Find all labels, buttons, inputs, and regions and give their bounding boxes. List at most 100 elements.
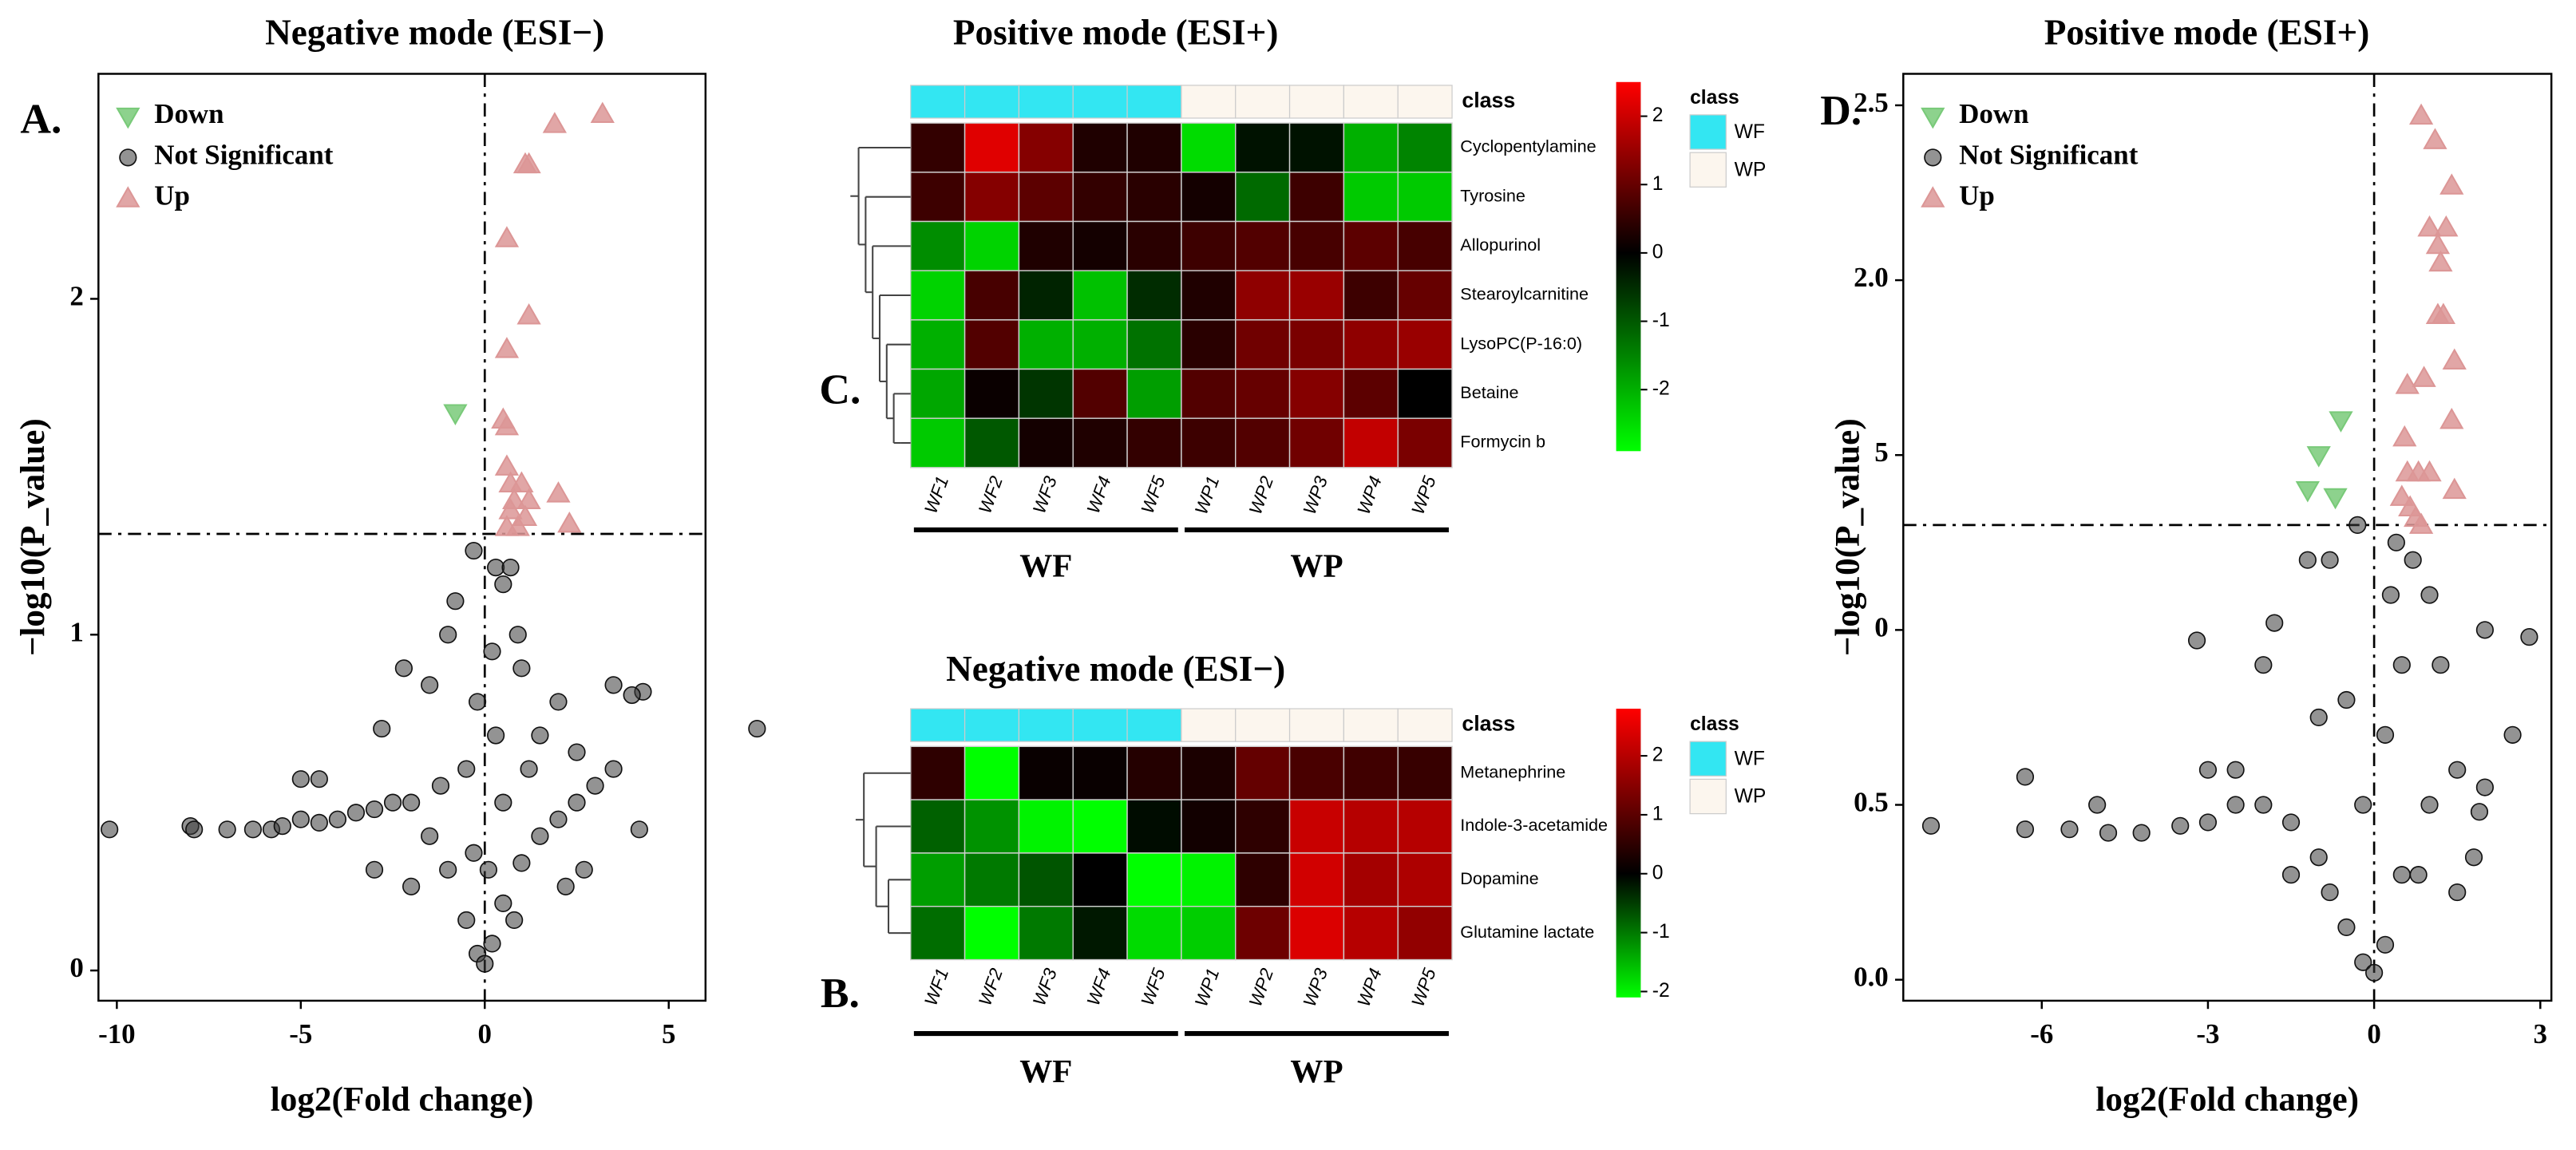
point <box>439 860 457 879</box>
class-legend-swatch <box>1689 778 1727 815</box>
heatmap-cell <box>1397 745 1453 800</box>
heatmap-cell <box>1018 319 1074 370</box>
class-cell <box>1126 708 1182 742</box>
point <box>549 693 568 711</box>
point <box>2376 935 2395 954</box>
column-label: WP4 <box>1354 473 1386 517</box>
heatmap-cell <box>1181 799 1237 854</box>
group-label: WP <box>1290 547 1343 584</box>
heatmap-cell <box>964 319 1020 370</box>
column-label: WP5 <box>1407 473 1439 517</box>
point <box>468 693 487 711</box>
point <box>494 515 520 536</box>
heatmap-cell <box>1181 172 1237 223</box>
legend-marker <box>1921 107 1945 129</box>
point <box>2171 816 2190 835</box>
heatmap-cell <box>1288 906 1345 961</box>
heatmap-cell <box>1235 852 1291 907</box>
heatmap-cell <box>1343 122 1399 173</box>
heatmap-cell <box>1181 319 1237 370</box>
point <box>439 626 457 644</box>
legend-marker <box>116 186 140 207</box>
colorbar <box>1616 81 1641 452</box>
heatmap-cell <box>1343 270 1399 321</box>
y-axis-label: −log10(P_value) <box>14 418 52 656</box>
y-tick-label: 0.5 <box>1854 787 1889 818</box>
class-cell <box>1181 708 1237 742</box>
point <box>604 760 623 778</box>
heatmap-cell <box>1397 368 1453 419</box>
group-label: WF <box>1019 1053 1072 1089</box>
point <box>494 454 520 476</box>
point <box>2321 883 2339 902</box>
panel-label: B. <box>821 969 860 1017</box>
heatmap-cell <box>1288 270 1345 321</box>
point <box>531 726 549 745</box>
x-tick-label: 3 <box>2534 1018 2547 1049</box>
point <box>542 112 567 133</box>
heatmap-cell <box>1126 319 1182 370</box>
heatmap-cell <box>910 220 966 271</box>
class-legend-label: WP <box>1735 786 1767 808</box>
plot-frame <box>97 73 707 1002</box>
point <box>2132 824 2151 842</box>
point <box>568 743 586 761</box>
point <box>476 954 494 973</box>
heatmap-cell <box>964 417 1020 468</box>
point <box>2281 866 2301 884</box>
row-label: Allopurinol <box>1460 235 1541 255</box>
colorbar-tick-label: -2 <box>1652 378 1670 400</box>
point <box>185 820 204 839</box>
point <box>2409 866 2428 884</box>
row-label: Cyclopentylamine <box>1460 136 1596 156</box>
heatmap-cell <box>1288 122 1345 173</box>
heatmap-cell <box>1235 220 1291 271</box>
point <box>2016 768 2035 786</box>
class-label: class <box>1462 712 1515 736</box>
point <box>2417 460 2442 482</box>
class-label: class <box>1462 89 1515 113</box>
class-legend-swatch <box>1689 152 1727 188</box>
point <box>101 820 119 839</box>
class-cell <box>1181 85 1237 119</box>
row-label: Tyrosine <box>1460 185 1525 205</box>
point <box>310 813 328 832</box>
heatmap-cell <box>1235 368 1291 419</box>
colorbar <box>1616 709 1641 998</box>
heatmap-cell <box>1235 270 1291 321</box>
row-label: Metanephrine <box>1460 761 1565 781</box>
heatmap-cell <box>910 852 966 907</box>
point <box>2395 373 2420 394</box>
legend-label: Not Significant <box>154 139 334 170</box>
point <box>2309 848 2328 867</box>
heatmap-cell <box>1126 906 1182 961</box>
heatmap-cell <box>1288 417 1345 468</box>
heatmap-cell <box>1126 220 1182 271</box>
heatmap-cell <box>1181 122 1237 173</box>
point <box>457 911 476 930</box>
point <box>2417 215 2442 237</box>
heatmap-cell <box>910 270 966 321</box>
y-tick-label: 2.0 <box>1854 262 1889 293</box>
heatmap-cell <box>1018 745 1074 800</box>
point <box>531 827 549 845</box>
point <box>2420 796 2439 814</box>
heatmap-cell <box>1072 220 1128 271</box>
point <box>2337 918 2356 936</box>
point <box>465 541 483 560</box>
x-tick-label: 5 <box>662 1018 675 1049</box>
heatmap-cell <box>1235 799 1291 854</box>
heatmap-cell <box>964 745 1020 800</box>
heatmap-cell <box>1235 745 1291 800</box>
heatmap-cell <box>1072 852 1128 907</box>
panel-label: A. <box>20 94 61 142</box>
point <box>431 777 450 795</box>
point <box>1921 816 1941 835</box>
heatmap-cell <box>910 799 966 854</box>
heatmap-cell <box>964 368 1020 419</box>
heatmap-cell <box>1018 270 1074 321</box>
column-label: WF1 <box>920 473 952 516</box>
point <box>243 820 263 839</box>
heatmap-cell <box>1397 852 1453 907</box>
